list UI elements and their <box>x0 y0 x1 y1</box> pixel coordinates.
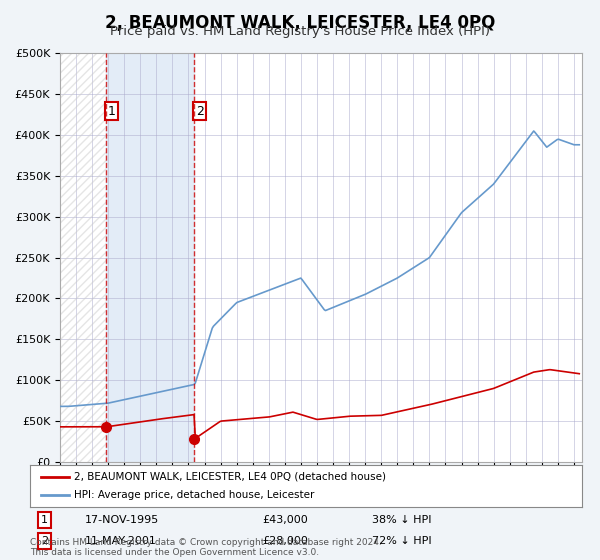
Text: Price paid vs. HM Land Registry's House Price Index (HPI): Price paid vs. HM Land Registry's House … <box>110 25 490 38</box>
Text: HPI: Average price, detached house, Leicester: HPI: Average price, detached house, Leic… <box>74 490 314 500</box>
Text: £28,000: £28,000 <box>262 536 308 546</box>
Text: 2: 2 <box>41 536 48 546</box>
Text: Contains HM Land Registry data © Crown copyright and database right 2024.
This d: Contains HM Land Registry data © Crown c… <box>30 538 382 557</box>
Text: 72% ↓ HPI: 72% ↓ HPI <box>372 536 432 546</box>
Bar <box>60 53 106 462</box>
Text: 2: 2 <box>196 105 204 118</box>
Text: £43,000: £43,000 <box>262 515 308 525</box>
Bar <box>106 53 194 462</box>
Text: 1: 1 <box>108 105 116 118</box>
Text: 11-MAY-2001: 11-MAY-2001 <box>85 536 157 546</box>
Text: 2, BEAUMONT WALK, LEICESTER, LE4 0PQ: 2, BEAUMONT WALK, LEICESTER, LE4 0PQ <box>105 14 495 32</box>
Text: 2, BEAUMONT WALK, LEICESTER, LE4 0PQ (detached house): 2, BEAUMONT WALK, LEICESTER, LE4 0PQ (de… <box>74 472 386 482</box>
Text: 1: 1 <box>41 515 48 525</box>
Text: 38% ↓ HPI: 38% ↓ HPI <box>372 515 432 525</box>
Bar <box>60 53 106 462</box>
Text: 17-NOV-1995: 17-NOV-1995 <box>85 515 160 525</box>
